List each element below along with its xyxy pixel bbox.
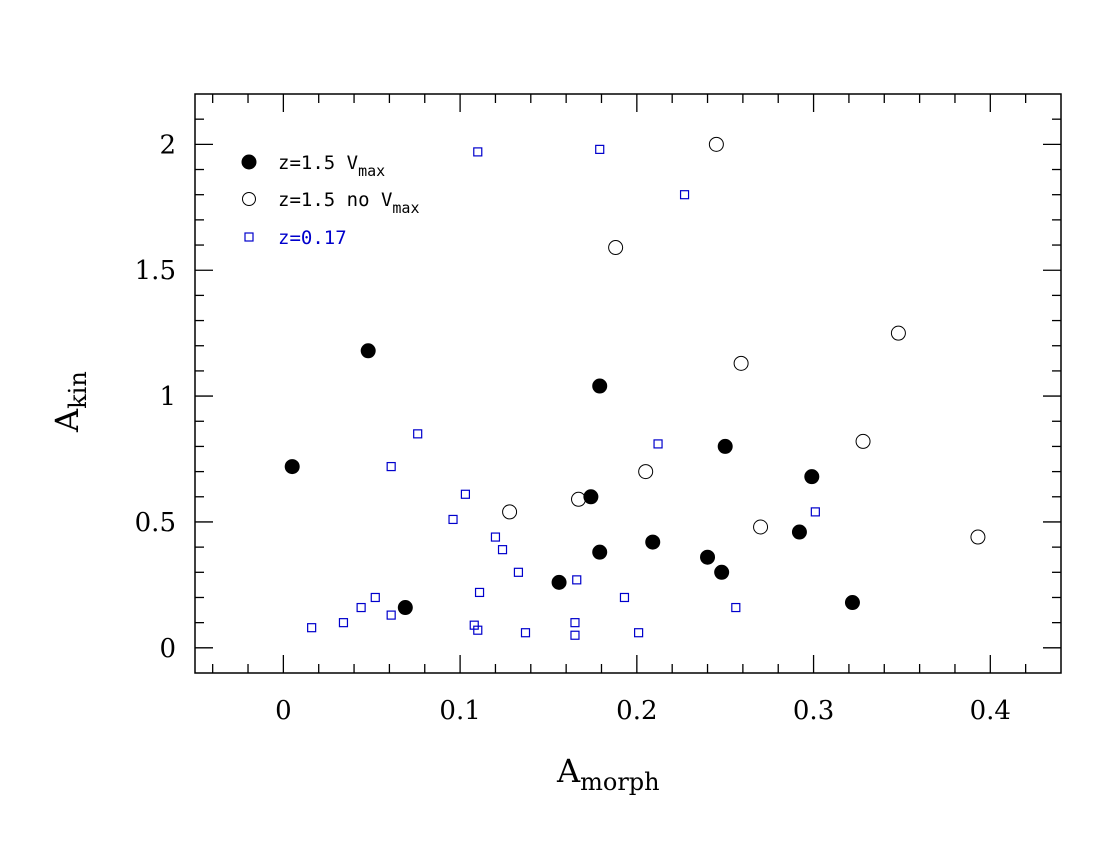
legend-label-main: z=1.5 V (278, 152, 358, 174)
point-open-square (570, 618, 580, 628)
x-tick-label: 0.1 (439, 696, 480, 726)
point-filled-circle (551, 574, 567, 590)
point-open-square (307, 623, 317, 633)
point-open-square (520, 628, 531, 638)
point-open-square (497, 545, 508, 555)
x-axis-label: Amorph (556, 752, 660, 796)
legend-label: z=1.5 Vmax (278, 152, 385, 180)
point-filled-circle (583, 489, 599, 505)
point-open-square (595, 144, 605, 154)
point-open-square (338, 618, 349, 628)
x-axis-label-main: A (556, 752, 581, 790)
point-open-circle (638, 464, 654, 480)
point-open-square (513, 567, 524, 577)
point-filled-circle (844, 595, 860, 611)
point-open-circle (890, 325, 906, 341)
legend-entry-open-square: z=0.17 (244, 227, 347, 249)
tick-labels: 0 0.1 0.2 0.3 0.4 0 0.5 1 1.5 2 (135, 130, 1011, 726)
point-open-square (474, 587, 485, 598)
point-open-square (731, 602, 741, 613)
point-open-square (619, 592, 630, 603)
y-axis-label-main: A (48, 408, 86, 433)
point-open-circle (502, 504, 518, 520)
y-axis-label: Akin (48, 371, 92, 433)
point-open-square (679, 190, 690, 200)
legend-marker-open-circle (242, 192, 256, 206)
axis-ticks (195, 94, 1061, 673)
point-open-square (386, 461, 396, 472)
point-open-square (653, 439, 663, 449)
point-open-circle (855, 433, 871, 449)
plot-frame (194, 93, 1062, 674)
point-open-square (356, 602, 366, 613)
legend-marker-open-square (244, 232, 254, 242)
point-filled-circle (284, 459, 300, 475)
point-filled-circle (717, 438, 733, 454)
point-filled-circle (700, 549, 716, 565)
point-open-circle (753, 519, 769, 535)
x-axis-label-sub: morph (580, 768, 660, 796)
legend-label: z=1.5 no Vmax (278, 189, 419, 217)
point-open-circle (970, 529, 986, 545)
legend-label-sub: max (358, 162, 385, 180)
point-open-square (370, 592, 380, 603)
point-filled-circle (360, 343, 376, 359)
legend: z=1.5 Vmax z=1.5 no Vmax z=0.17 (241, 152, 419, 249)
point-open-square (810, 507, 820, 517)
data-points (284, 136, 986, 640)
legend-label: z=0.17 (278, 227, 347, 249)
point-open-circle (708, 136, 724, 152)
legend-label-sub: max (392, 199, 419, 217)
x-tick-label: 0.2 (616, 696, 657, 726)
point-open-square (413, 429, 423, 439)
point-open-square (473, 147, 483, 157)
point-open-square (634, 628, 644, 638)
point-filled-circle (791, 524, 807, 540)
point-open-square (448, 514, 458, 525)
y-tick-label: 2 (159, 130, 176, 160)
point-open-square (572, 575, 582, 585)
point-open-circle (608, 240, 624, 256)
point-open-square (386, 610, 396, 620)
y-tick-label: 1.5 (135, 256, 176, 286)
point-open-square (490, 532, 501, 542)
point-filled-circle (645, 534, 661, 550)
point-filled-circle (804, 469, 820, 485)
point-filled-circle (592, 378, 608, 394)
y-tick-label: 0 (159, 634, 176, 664)
x-tick-label: 0 (275, 696, 292, 726)
y-tick-label: 0.5 (135, 508, 176, 538)
legend-marker-filled-circle (241, 154, 257, 170)
x-tick-label: 0.4 (970, 696, 1011, 726)
point-open-square (570, 630, 580, 640)
point-open-square (460, 489, 471, 499)
point-filled-circle (592, 544, 608, 560)
point-open-circle (571, 491, 587, 507)
y-tick-label: 1 (159, 382, 176, 412)
point-open-circle (733, 355, 749, 371)
legend-entry-filled-circle: z=1.5 Vmax (241, 152, 385, 180)
point-open-square (473, 625, 483, 635)
legend-entry-open-circle: z=1.5 no Vmax (242, 189, 419, 217)
legend-label-main: z=1.5 no V (278, 189, 392, 211)
point-filled-circle (714, 564, 730, 580)
y-axis-label-sub: kin (64, 371, 92, 409)
x-tick-label: 0.3 (793, 696, 834, 726)
point-filled-circle (397, 600, 413, 616)
